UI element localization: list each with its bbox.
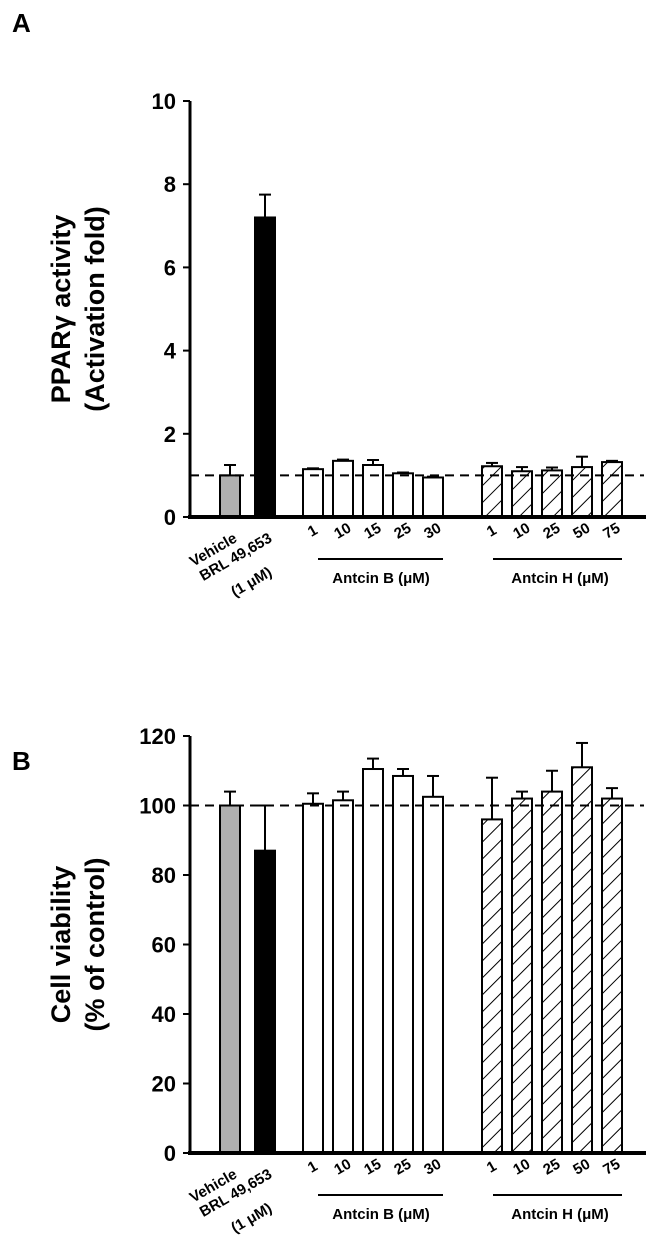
x-tick-label: 1 (305, 522, 321, 541)
y-tick-label: 40 (152, 1002, 176, 1027)
y-tick-label: 100 (139, 794, 176, 819)
x-tick-label: 25 (391, 1156, 414, 1179)
brl-dose-label: (1 μM) (228, 1200, 275, 1237)
group-label: Antcin H (μM) (511, 570, 609, 587)
x-tick-label: 1 (484, 1158, 500, 1177)
bar (219, 804, 241, 1154)
x-tick-label: 50 (570, 520, 593, 543)
y-axis-label-line: (Activation fold) (80, 206, 110, 411)
y-tick-label: 10 (152, 89, 176, 114)
panel-label: A (12, 8, 31, 38)
x-tick-label: 15 (361, 1156, 384, 1179)
bar (392, 472, 414, 519)
y-tick-label: 4 (164, 339, 177, 364)
bar (362, 464, 384, 518)
bar (481, 818, 503, 1155)
y-tick-label: 0 (164, 505, 176, 530)
y-tick-label: 120 (139, 724, 176, 749)
x-tick-label: 30 (421, 520, 444, 543)
bar (332, 459, 354, 518)
brl-dose-label: (1 μM) (228, 564, 275, 601)
y-axis-label: Cell viability (% of control) (46, 858, 110, 1032)
bar (254, 216, 276, 518)
y-axis-label-line: Cell viability (46, 866, 76, 1024)
bar (571, 766, 593, 1155)
x-tick-label: 10 (510, 520, 533, 543)
bar (392, 774, 414, 1155)
bar (332, 799, 354, 1154)
bar (362, 768, 384, 1154)
bar (541, 469, 563, 518)
x-tick-label: 25 (391, 520, 414, 543)
x-tick-label: 25 (540, 1156, 563, 1179)
y-tick-label: 8 (164, 172, 176, 197)
y-tick-label: 0 (164, 1141, 176, 1166)
group-label: Antcin B (μM) (332, 1206, 430, 1223)
x-tick-label: 30 (421, 1156, 444, 1179)
group-label: Antcin H (μM) (511, 1206, 609, 1223)
panel-label: B (12, 746, 31, 776)
x-tick-label: 75 (600, 520, 623, 543)
y-tick-label: 60 (152, 933, 176, 958)
bar (601, 461, 623, 519)
bar (254, 849, 276, 1154)
bar (422, 476, 444, 519)
y-tick-label: 20 (152, 1072, 176, 1097)
x-tick-label: 10 (510, 1156, 533, 1179)
panel-B: B Cell viability (% of control) 0 20 40 60 80 10… (12, 724, 646, 1237)
x-tick-label: 1 (305, 1158, 321, 1177)
bar (601, 797, 623, 1154)
bar (511, 797, 533, 1154)
x-tick-label: 75 (600, 1156, 623, 1179)
x-tick-label: 25 (540, 520, 563, 543)
x-tick-label: 50 (570, 1156, 593, 1179)
group-label: Antcin B (μM) (332, 570, 430, 587)
bar (302, 802, 324, 1154)
y-tick-label: 6 (164, 255, 176, 280)
bar (541, 790, 563, 1154)
y-axis-label: PPARγ activity (Activation fold) (46, 206, 110, 411)
bar (511, 470, 533, 518)
y-axis-label-line: (% of control) (80, 858, 110, 1032)
x-tick-label: 1 (484, 522, 500, 541)
x-tick-label: 10 (331, 1156, 354, 1179)
bar (219, 474, 241, 518)
y-axis-label-line: PPARγ activity (46, 215, 76, 404)
x-tick-label: 10 (331, 520, 354, 543)
bar (481, 465, 503, 518)
y-tick-label: 80 (152, 863, 176, 888)
y-tick-label: 2 (164, 422, 176, 447)
x-tick-label: 15 (361, 520, 384, 543)
bar (422, 795, 444, 1154)
